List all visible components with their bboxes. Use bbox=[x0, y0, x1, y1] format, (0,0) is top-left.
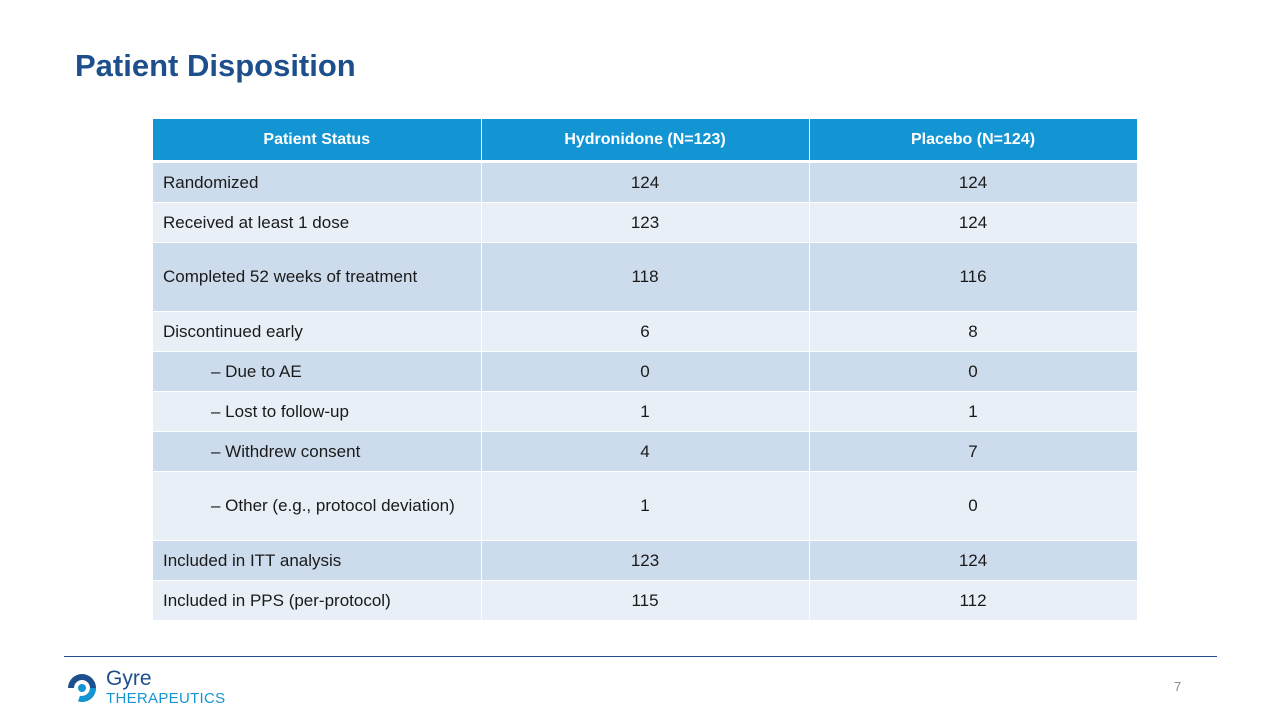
row-label: – Other (e.g., protocol deviation) bbox=[153, 471, 482, 541]
hydronidone-value: 0 bbox=[481, 351, 810, 392]
hydronidone-value: 118 bbox=[481, 242, 810, 312]
table-row: Randomized 124 124 bbox=[153, 161, 1138, 203]
hydronidone-value: 123 bbox=[481, 202, 810, 243]
table-row: – Withdrew consent 4 7 bbox=[153, 431, 1138, 472]
table-row: – Due to AE 0 0 bbox=[153, 351, 1138, 392]
placebo-value: 1 bbox=[809, 391, 1138, 432]
table-row: Received at least 1 dose 123 124 bbox=[153, 202, 1138, 243]
row-label: Included in PPS (per-protocol) bbox=[153, 580, 482, 621]
row-label: Included in ITT analysis bbox=[153, 540, 482, 581]
row-label: Discontinued early bbox=[153, 311, 482, 352]
hydronidone-value: 124 bbox=[481, 161, 810, 203]
row-label: – Lost to follow-up bbox=[153, 391, 482, 432]
placebo-value: 8 bbox=[809, 311, 1138, 352]
header-patient-status: Patient Status bbox=[153, 119, 482, 163]
hydronidone-value: 115 bbox=[481, 580, 810, 621]
placebo-value: 124 bbox=[809, 540, 1138, 581]
footer-divider bbox=[64, 656, 1217, 657]
placebo-value: 116 bbox=[809, 242, 1138, 312]
table-header-row: Patient Status Hydronidone (N=123) Place… bbox=[153, 119, 1138, 163]
gyre-logo-icon bbox=[68, 674, 96, 702]
placebo-value: 124 bbox=[809, 202, 1138, 243]
table-row: Completed 52 weeks of treatment 118 116 bbox=[153, 242, 1138, 312]
table-row: Included in ITT analysis 123 124 bbox=[153, 540, 1138, 581]
row-label: Randomized bbox=[153, 161, 482, 203]
logo-name: Gyre bbox=[106, 667, 152, 690]
hydronidone-value: 1 bbox=[481, 391, 810, 432]
placebo-value: 0 bbox=[809, 471, 1138, 541]
hydronidone-value: 1 bbox=[481, 471, 810, 541]
header-hydronidone: Hydronidone (N=123) bbox=[481, 119, 810, 163]
row-label: – Due to AE bbox=[153, 351, 482, 392]
page-title: Patient Disposition bbox=[75, 48, 356, 83]
disposition-table: Patient Status Hydronidone (N=123) Place… bbox=[153, 119, 1138, 621]
placebo-value: 124 bbox=[809, 161, 1138, 203]
row-label: Completed 52 weeks of treatment bbox=[153, 242, 482, 312]
table-row: Included in PPS (per-protocol) 115 112 bbox=[153, 580, 1138, 621]
header-placebo: Placebo (N=124) bbox=[809, 119, 1138, 163]
placebo-value: 7 bbox=[809, 431, 1138, 472]
page-number: 7 bbox=[1174, 679, 1182, 694]
hydronidone-value: 6 bbox=[481, 311, 810, 352]
row-label: – Withdrew consent bbox=[153, 431, 482, 472]
hydronidone-value: 4 bbox=[481, 431, 810, 472]
row-label: Received at least 1 dose bbox=[153, 202, 482, 243]
logo-subtitle: THERAPEUTICS bbox=[106, 690, 226, 707]
placebo-value: 112 bbox=[809, 580, 1138, 621]
table-row: Discontinued early 6 8 bbox=[153, 311, 1138, 352]
table-row: – Other (e.g., protocol deviation) 1 0 bbox=[153, 471, 1138, 541]
hydronidone-value: 123 bbox=[481, 540, 810, 581]
table-row: – Lost to follow-up 1 1 bbox=[153, 391, 1138, 432]
placebo-value: 0 bbox=[809, 351, 1138, 392]
